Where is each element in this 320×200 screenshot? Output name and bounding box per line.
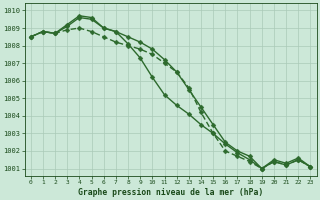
X-axis label: Graphe pression niveau de la mer (hPa): Graphe pression niveau de la mer (hPa) [78, 188, 263, 197]
